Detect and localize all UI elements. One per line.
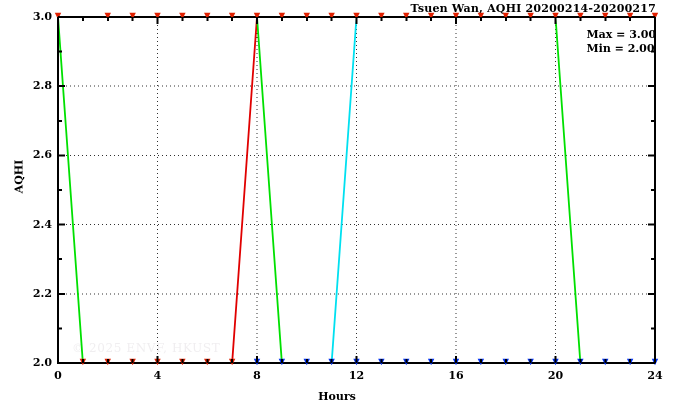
- data-point-marker: [502, 12, 509, 20]
- data-point-marker: [129, 12, 136, 20]
- y-tick-label: 2.0: [32, 356, 52, 369]
- data-series: [57, 16, 582, 364]
- data-point-marker: [427, 12, 435, 20]
- x-tick-label: 12: [348, 369, 365, 382]
- x-tick-label: 4: [153, 369, 162, 382]
- data-markers: [54, 12, 659, 366]
- data-point-marker: [527, 12, 534, 20]
- data-point-marker: [154, 12, 161, 20]
- x-tick-label: 0: [54, 369, 62, 382]
- data-point-marker: [303, 12, 310, 20]
- x-axis-label: Hours: [318, 390, 356, 403]
- x-tick-label: 8: [253, 369, 261, 382]
- x-tick-label: 16: [448, 369, 464, 382]
- data-point-marker: [452, 12, 460, 20]
- y-tick-label: 2.4: [32, 217, 52, 231]
- data-point-marker: [552, 12, 559, 20]
- x-tick-label: 24: [647, 369, 663, 382]
- data-point-marker: [228, 12, 236, 20]
- axis-ticks: [57, 16, 656, 364]
- data-point-marker: [253, 12, 261, 20]
- data-point-marker: [403, 12, 410, 20]
- chart-title: Tsuen Wan, AQHI 20200214-20200217: [410, 2, 656, 15]
- data-point-marker: [378, 12, 385, 20]
- y-tick-label: 2.2: [32, 286, 52, 300]
- data-point-marker: [602, 12, 609, 20]
- x-tick-label: 20: [547, 369, 564, 382]
- y-tick-label: 3.0: [32, 10, 52, 23]
- data-point-marker: [204, 12, 211, 20]
- gridlines: [58, 17, 655, 363]
- data-point-marker: [477, 12, 485, 20]
- y-tick-label: 2.8: [32, 79, 52, 93]
- data-point-marker: [577, 12, 584, 20]
- minmax-annotation: Max = 3.00 Min = 2.00: [586, 28, 656, 56]
- data-point-marker: [626, 12, 634, 20]
- data-point-marker: [278, 12, 286, 20]
- max-value-label: Max = 3.00: [586, 28, 656, 41]
- data-point-marker: [328, 12, 335, 20]
- data-point-marker: [353, 12, 360, 20]
- min-value-label: Min = 2.00: [586, 42, 655, 55]
- data-point-marker: [104, 12, 111, 20]
- y-tick-label: 2.6: [32, 148, 52, 162]
- data-point-marker: [179, 12, 186, 20]
